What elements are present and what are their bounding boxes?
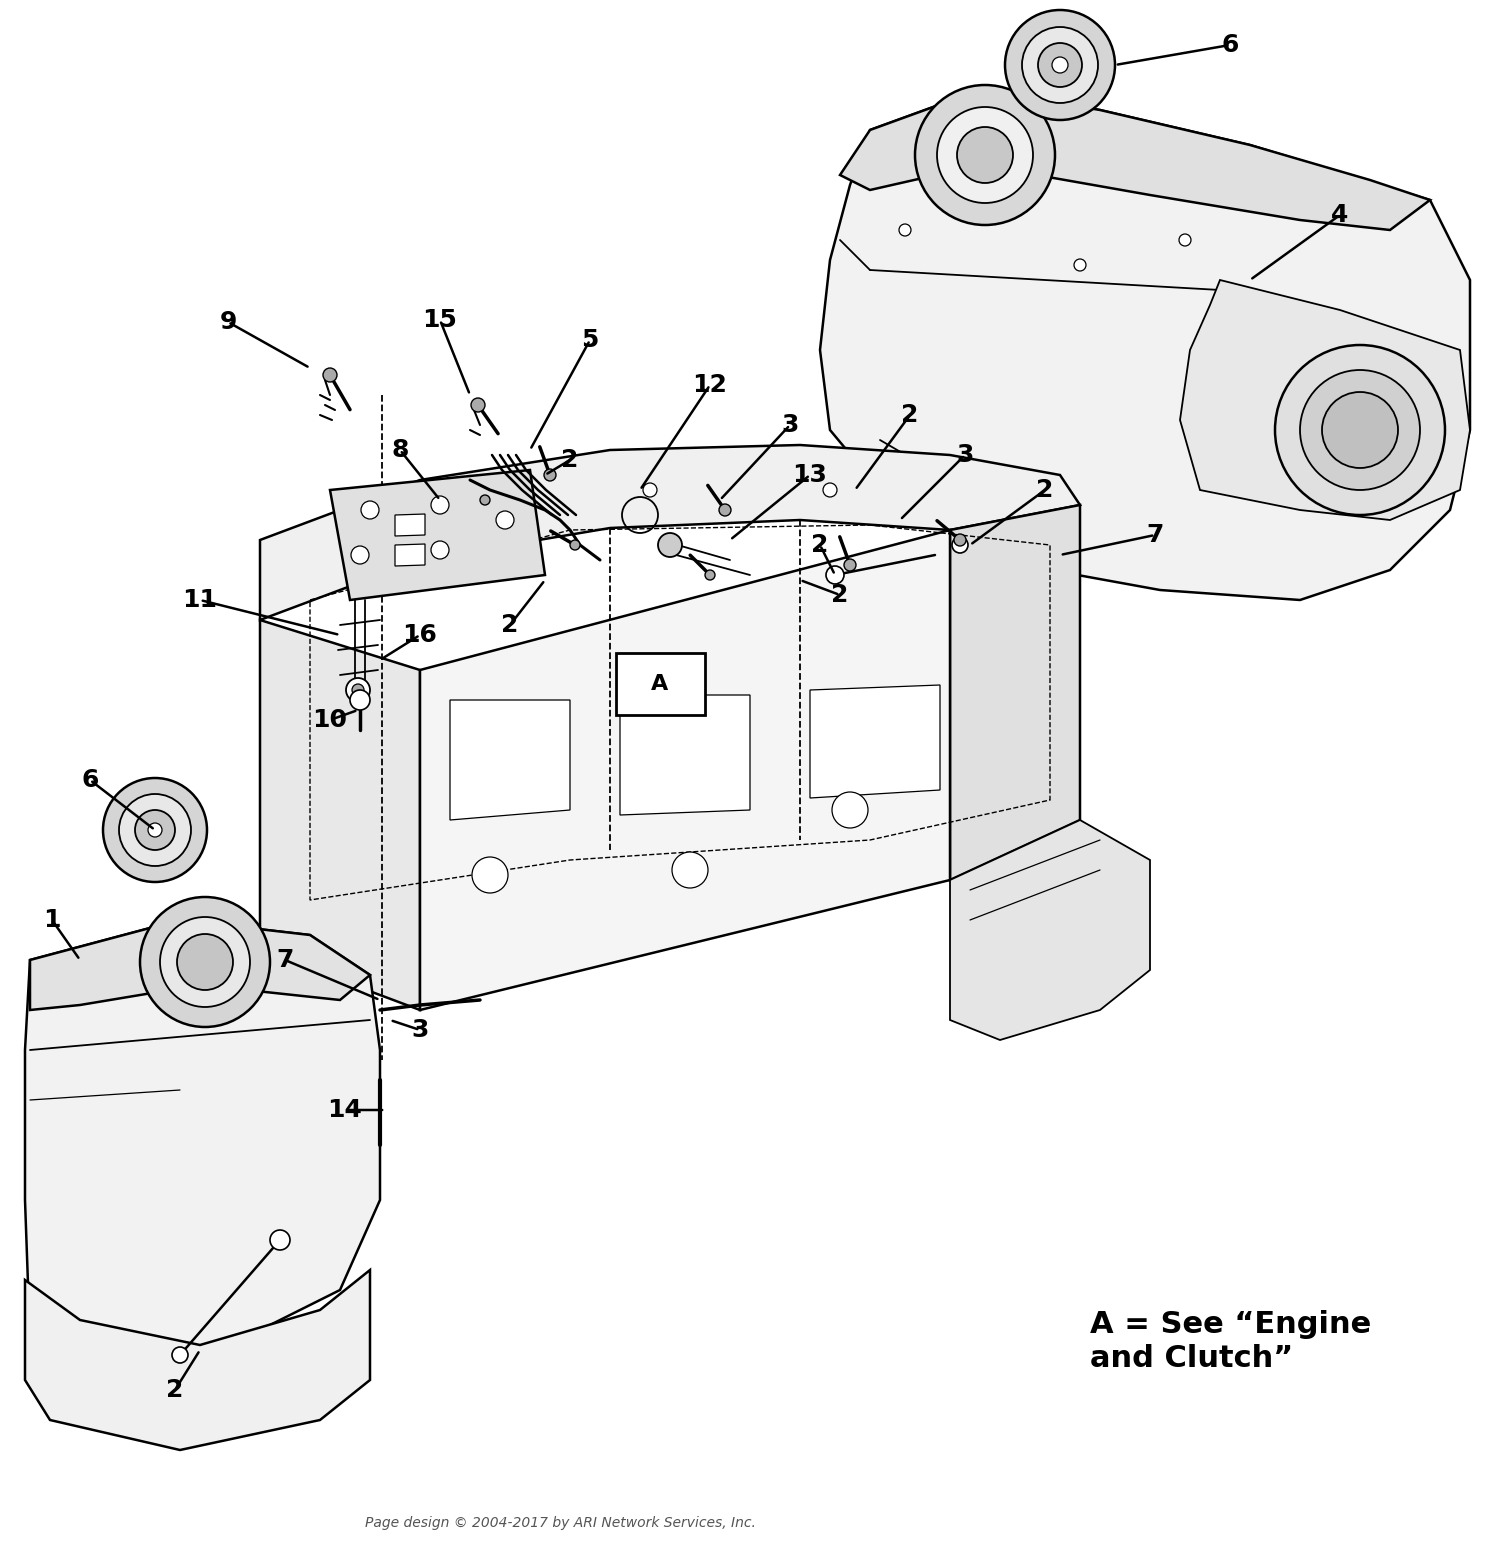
Text: 9: 9 [219, 310, 237, 334]
Circle shape [570, 540, 580, 549]
Circle shape [544, 469, 556, 481]
Text: 5: 5 [582, 327, 598, 352]
Circle shape [140, 897, 270, 1027]
FancyBboxPatch shape [616, 653, 705, 715]
Circle shape [104, 778, 207, 882]
Polygon shape [1180, 279, 1470, 520]
Circle shape [430, 497, 448, 514]
Polygon shape [810, 684, 940, 798]
Text: 2: 2 [501, 613, 519, 636]
Circle shape [270, 1231, 290, 1249]
Circle shape [352, 684, 364, 695]
Polygon shape [821, 90, 1470, 601]
Circle shape [350, 691, 370, 709]
Text: 1: 1 [44, 908, 60, 933]
Text: 7: 7 [1146, 523, 1164, 546]
Polygon shape [394, 545, 424, 566]
Text: 15: 15 [423, 307, 458, 332]
Circle shape [827, 566, 844, 584]
Text: 2: 2 [902, 404, 918, 427]
Circle shape [1038, 43, 1082, 87]
Circle shape [1300, 369, 1420, 490]
Circle shape [351, 546, 369, 563]
Polygon shape [26, 920, 380, 1380]
Circle shape [1179, 234, 1191, 247]
Text: 3: 3 [782, 413, 798, 438]
Text: 4: 4 [1332, 203, 1348, 227]
Polygon shape [620, 695, 750, 815]
Circle shape [844, 559, 856, 571]
Circle shape [118, 795, 190, 866]
Polygon shape [394, 514, 424, 535]
Circle shape [1022, 26, 1098, 102]
Polygon shape [330, 470, 544, 601]
Circle shape [177, 934, 232, 990]
Text: 12: 12 [693, 372, 728, 397]
Circle shape [1275, 345, 1444, 515]
Text: 6: 6 [1221, 33, 1239, 57]
Circle shape [472, 857, 508, 892]
Text: 2: 2 [812, 532, 828, 557]
Text: 8: 8 [392, 438, 408, 462]
Circle shape [898, 223, 910, 236]
Text: 3: 3 [957, 442, 974, 467]
Polygon shape [950, 504, 1080, 880]
Circle shape [352, 694, 368, 708]
Text: 10: 10 [312, 708, 348, 733]
Circle shape [1322, 393, 1398, 469]
Circle shape [672, 852, 708, 888]
Circle shape [496, 511, 514, 529]
Polygon shape [260, 619, 420, 1010]
Text: 14: 14 [327, 1097, 363, 1122]
Text: Page design © 2004-2017 by ARI Network Services, Inc.: Page design © 2004-2017 by ARI Network S… [364, 1516, 756, 1530]
Circle shape [322, 368, 338, 382]
Circle shape [1074, 259, 1086, 272]
Circle shape [718, 504, 730, 515]
Text: 2: 2 [166, 1378, 183, 1401]
Polygon shape [840, 90, 1430, 230]
Circle shape [135, 810, 176, 850]
Circle shape [952, 537, 968, 553]
Polygon shape [420, 529, 950, 1010]
Circle shape [480, 495, 490, 504]
Circle shape [148, 823, 162, 837]
Circle shape [833, 792, 868, 829]
Circle shape [362, 501, 380, 518]
Circle shape [954, 534, 966, 546]
Circle shape [938, 107, 1034, 203]
Text: 13: 13 [792, 462, 828, 487]
Text: 3: 3 [411, 1018, 429, 1041]
Circle shape [172, 1347, 188, 1363]
Text: 11: 11 [183, 588, 218, 611]
Text: 16: 16 [402, 622, 438, 647]
Circle shape [1052, 57, 1068, 73]
Circle shape [658, 532, 682, 557]
Circle shape [957, 127, 1012, 183]
Polygon shape [30, 920, 370, 1010]
Text: A: A [651, 674, 669, 694]
Circle shape [1005, 9, 1114, 120]
Polygon shape [450, 700, 570, 819]
Polygon shape [260, 445, 1080, 619]
Text: A = See “Engine
and Clutch”: A = See “Engine and Clutch” [1090, 1310, 1371, 1372]
Circle shape [824, 483, 837, 497]
Circle shape [644, 483, 657, 497]
Circle shape [346, 678, 370, 702]
Polygon shape [26, 1270, 370, 1450]
Polygon shape [950, 819, 1150, 1040]
Text: 2: 2 [831, 584, 849, 607]
Circle shape [160, 917, 250, 1007]
Circle shape [705, 570, 716, 580]
Circle shape [472, 503, 488, 517]
Circle shape [471, 397, 484, 411]
Circle shape [915, 85, 1054, 225]
Circle shape [430, 542, 448, 559]
Text: 6: 6 [81, 768, 99, 792]
Text: 2: 2 [1036, 478, 1053, 501]
Text: 2: 2 [561, 449, 579, 472]
Text: 7: 7 [276, 948, 294, 972]
